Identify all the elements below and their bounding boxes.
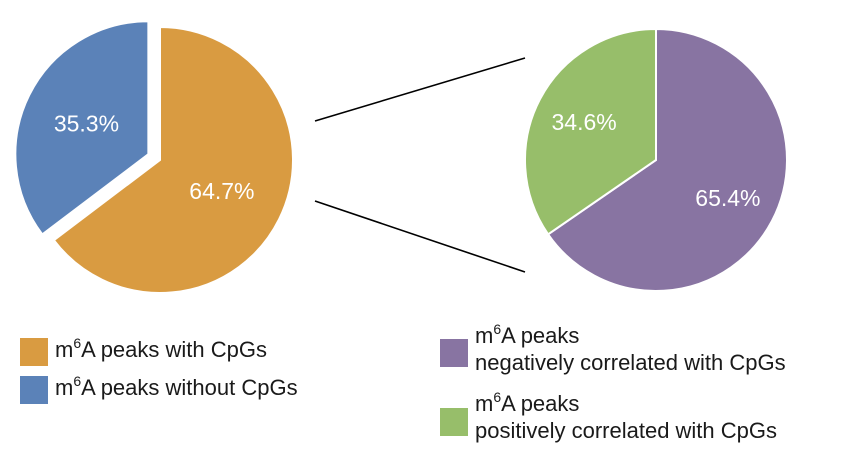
connector-line-top	[314, 57, 526, 122]
legend-swatch-positive	[440, 408, 468, 436]
positively-correlated-percent-label: 34.6%	[551, 109, 616, 135]
connector-line-bottom	[314, 200, 526, 273]
legend-swatch-negative	[440, 339, 468, 367]
legend-label-with-cpgs: m6A peaks with CpGs	[55, 334, 267, 362]
legend-label-negative: m6A peaks negatively correlated with CpG…	[475, 320, 786, 375]
pie-with-without-cpgs: 64.7% 35.3%	[14, 20, 294, 294]
positively-correlated-slice	[524, 27, 657, 236]
legend-swatch-without-cpgs	[20, 376, 48, 404]
without-cpgs-slice	[14, 20, 150, 236]
legend-label-without-cpgs: m6A peaks without CpGs	[55, 372, 298, 400]
negatively-correlated-percent-label: 65.4%	[695, 185, 760, 211]
without-cpgs-percent-label: 35.3%	[54, 110, 119, 136]
pie-correlation: 65.4% 34.6%	[524, 27, 788, 292]
with-cpgs-percent-label: 64.7%	[189, 178, 254, 204]
negatively-correlated-slice	[546, 27, 788, 292]
legend-label-positive: m6A peaks positively correlated with CpG…	[475, 388, 778, 443]
with-cpgs-slice	[52, 25, 294, 294]
legend-swatch-with-cpgs	[20, 338, 48, 366]
